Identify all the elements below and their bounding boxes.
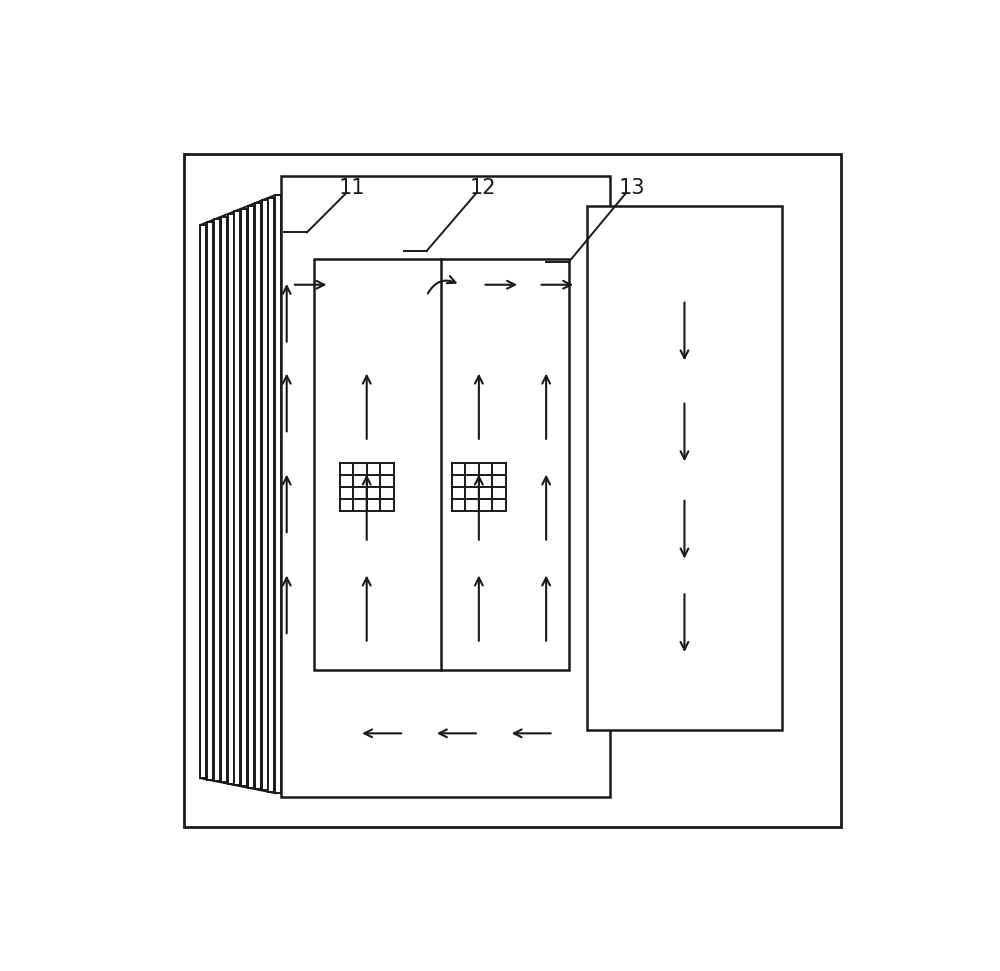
Bar: [262, 200, 268, 790]
Bar: [248, 206, 254, 787]
Bar: [275, 195, 281, 793]
Bar: [281, 177, 610, 797]
Bar: [207, 222, 213, 780]
Text: 11: 11: [339, 178, 365, 197]
Bar: [228, 214, 234, 784]
Bar: [241, 209, 247, 787]
Bar: [587, 206, 782, 729]
Bar: [314, 258, 569, 670]
Text: 12: 12: [469, 178, 496, 197]
Bar: [234, 212, 240, 785]
Bar: [214, 219, 220, 781]
Bar: [255, 203, 261, 789]
Bar: [221, 217, 227, 783]
Bar: [184, 153, 841, 827]
Bar: [200, 225, 206, 778]
Text: 13: 13: [619, 178, 645, 197]
Bar: [268, 198, 274, 791]
